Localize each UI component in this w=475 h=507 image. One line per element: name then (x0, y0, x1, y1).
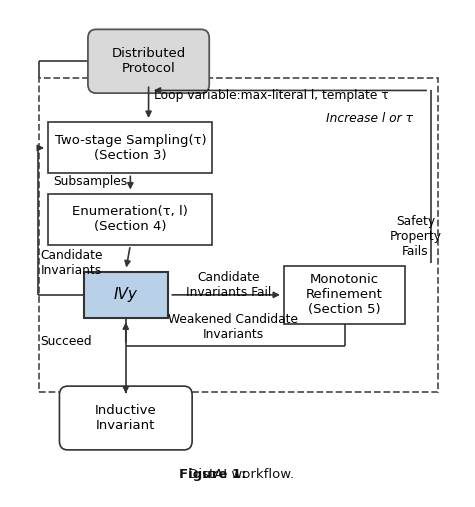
Bar (39, 78, 438, 392)
Text: Loop variable:max-literal l, template τ: Loop variable:max-literal l, template τ (154, 89, 389, 102)
Text: Enumeration(τ, l)
(Section 4): Enumeration(τ, l) (Section 4) (72, 205, 188, 233)
FancyBboxPatch shape (84, 272, 168, 318)
FancyBboxPatch shape (284, 266, 405, 324)
Text: DistAI workflow.: DistAI workflow. (184, 468, 294, 482)
Text: Increase l or τ: Increase l or τ (326, 112, 413, 125)
Text: IVy: IVy (114, 287, 138, 302)
Text: Weakened Candidate
Invariants: Weakened Candidate Invariants (168, 313, 298, 342)
Text: Figure 1: DistAI workflow.: Figure 1: DistAI workflow. (0, 506, 1, 507)
Text: Candidate
Invariants Fail: Candidate Invariants Fail (186, 271, 271, 299)
Text: Succeed: Succeed (40, 335, 92, 348)
FancyBboxPatch shape (48, 122, 212, 173)
Text: Monotonic
Refinement
(Section 5): Monotonic Refinement (Section 5) (306, 273, 383, 316)
Text: Inductive
Invariant: Inductive Invariant (95, 404, 157, 432)
Text: Distributed
Protocol: Distributed Protocol (112, 47, 186, 75)
FancyBboxPatch shape (88, 29, 209, 93)
Text: Figure 1:: Figure 1: (179, 468, 247, 482)
FancyBboxPatch shape (48, 194, 212, 245)
Text: Safety
Property
Fails: Safety Property Fails (390, 215, 441, 258)
FancyBboxPatch shape (59, 386, 192, 450)
Text: Candidate
Invariants: Candidate Invariants (40, 249, 103, 277)
Text: Subsamples: Subsamples (53, 175, 127, 189)
Text: Two-stage Sampling(τ)
(Section 3): Two-stage Sampling(τ) (Section 3) (55, 134, 206, 162)
